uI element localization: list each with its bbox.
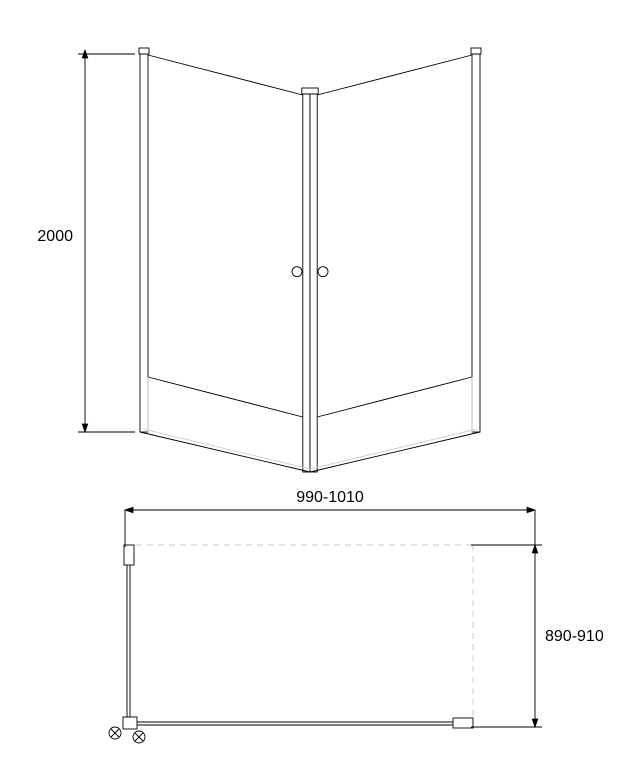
dimension-width: 990-1010: [125, 489, 535, 547]
dimension-height: 2000: [37, 50, 135, 432]
dimension-depth: 890-910: [471, 545, 604, 727]
plan-view: [109, 545, 473, 743]
dimension-depth-label: 890-910: [545, 628, 604, 645]
dimension-width-label: 990-1010: [296, 489, 364, 506]
dimension-height-label: 2000: [37, 228, 73, 245]
perspective-view: [139, 48, 481, 472]
